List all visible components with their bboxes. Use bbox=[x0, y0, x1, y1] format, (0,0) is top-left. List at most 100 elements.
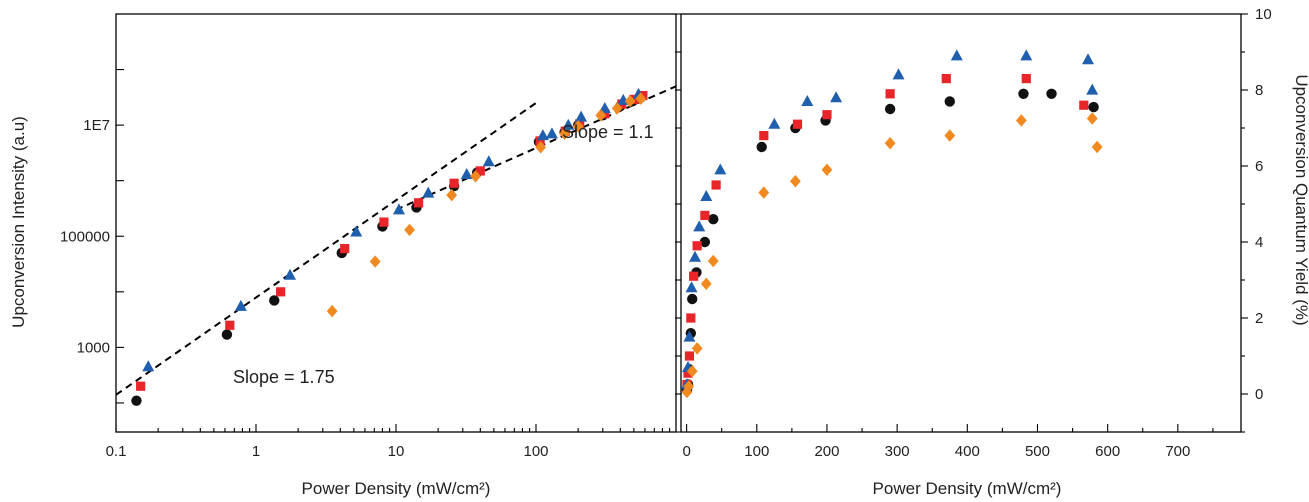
right-x-tick-label: 500 bbox=[1025, 443, 1050, 460]
right-y-tick-label: 4 bbox=[1255, 234, 1263, 251]
left-point-square bbox=[379, 217, 389, 227]
right-point-circle bbox=[756, 141, 767, 153]
right-y-tick-label: 2 bbox=[1255, 310, 1263, 327]
right-point-square bbox=[700, 210, 710, 220]
left-plot-frame bbox=[115, 13, 677, 433]
left-y-tick-label: 1E7 bbox=[83, 117, 110, 134]
left-x-tick-label: 10 bbox=[388, 443, 405, 460]
left-panel: 0.1 1 10 100 1000 100000 1E7 Slope = 1.75 Slop… bbox=[9, 13, 677, 498]
right-point-triangle bbox=[693, 220, 706, 232]
right-point-circle bbox=[944, 96, 955, 107]
right-point-diamond bbox=[686, 365, 698, 378]
right-axes: 0 100 200 300 400 500 600 700 0 2 4 6 8 10 bbox=[675, 6, 1272, 460]
right-point-square bbox=[792, 119, 803, 129]
right-data-points bbox=[680, 49, 1103, 399]
right-point-diamond bbox=[1015, 114, 1027, 127]
right-point-circle bbox=[884, 103, 896, 115]
left-point-square bbox=[340, 243, 350, 254]
right-point-square bbox=[1079, 100, 1089, 110]
right-point-square bbox=[684, 351, 695, 361]
left-x-tick-label: 0.1 bbox=[106, 443, 127, 460]
right-x-tick-label: 700 bbox=[1165, 443, 1190, 460]
right-panel: 0 100 200 300 400 500 600 700 0 2 4 6 8 10 Power Dens… bbox=[675, 6, 1309, 498]
right-point-square bbox=[1021, 74, 1031, 84]
right-y-tick-label: 8 bbox=[1255, 82, 1263, 99]
right-point-triangle bbox=[1086, 83, 1099, 95]
left-point-square bbox=[225, 320, 235, 330]
left-point-triangle bbox=[350, 225, 363, 237]
left-point-triangle bbox=[392, 203, 405, 215]
right-point-square bbox=[885, 89, 895, 99]
left-point-diamond bbox=[559, 127, 570, 140]
right-point-square bbox=[686, 313, 696, 323]
right-point-triangle bbox=[714, 163, 727, 175]
right-point-circle bbox=[708, 214, 719, 225]
right-x-tick-label: 400 bbox=[955, 443, 980, 460]
right-point-triangle bbox=[683, 330, 696, 342]
right-point-diamond bbox=[1086, 112, 1098, 125]
left-point-triangle bbox=[482, 155, 495, 167]
right-point-triangle bbox=[768, 117, 781, 129]
right-point-triangle bbox=[892, 68, 905, 80]
right-point-triangle bbox=[700, 190, 713, 201]
annotation-slope-2: Slope = 1.1 bbox=[562, 122, 654, 142]
left-y-tick-label: 1000 bbox=[77, 339, 110, 356]
fit-line-slope-1 bbox=[115, 102, 537, 396]
right-point-diamond bbox=[700, 277, 712, 290]
left-point-triangle bbox=[142, 360, 155, 372]
right-x-tick-label: 200 bbox=[814, 443, 839, 460]
right-point-square bbox=[711, 180, 721, 190]
right-point-square bbox=[683, 368, 693, 378]
right-x-axis-title: Power Density (mW/cm²) bbox=[873, 479, 1062, 498]
left-point-triangle bbox=[562, 118, 575, 130]
right-point-diamond bbox=[884, 137, 896, 150]
right-point-circle bbox=[687, 293, 698, 305]
left-point-triangle bbox=[536, 129, 549, 141]
left-x-tick-label: 1 bbox=[252, 443, 260, 460]
left-point-diamond bbox=[369, 255, 381, 268]
left-point-circle bbox=[269, 295, 280, 306]
left-point-square bbox=[475, 166, 485, 176]
right-point-circle bbox=[1088, 101, 1099, 113]
right-point-circle bbox=[1046, 88, 1057, 100]
right-point-triangle bbox=[830, 91, 843, 103]
left-y-tick-label: 100000 bbox=[60, 228, 110, 245]
right-point-triangle bbox=[801, 95, 814, 106]
right-point-square bbox=[941, 74, 951, 84]
right-point-diamond bbox=[683, 380, 695, 393]
left-point-triangle bbox=[234, 299, 247, 311]
right-point-diamond bbox=[691, 342, 703, 355]
right-point-triangle bbox=[689, 250, 702, 262]
left-point-square bbox=[413, 198, 424, 208]
left-point-diamond bbox=[446, 188, 458, 202]
left-point-diamond bbox=[635, 92, 647, 105]
right-point-diamond bbox=[758, 186, 770, 199]
left-x-axis-title: Power Density (mW/cm²) bbox=[302, 479, 491, 498]
left-point-diamond bbox=[611, 102, 623, 115]
right-point-circle bbox=[699, 236, 711, 248]
left-point-square bbox=[276, 287, 286, 297]
right-point-triangle bbox=[685, 281, 698, 293]
right-plot-frame bbox=[680, 13, 1242, 433]
left-point-circle bbox=[221, 329, 233, 340]
left-point-diamond bbox=[595, 109, 607, 122]
left-point-diamond bbox=[470, 170, 481, 183]
right-point-triangle bbox=[950, 49, 963, 61]
right-point-diamond bbox=[789, 175, 801, 188]
right-x-tick-label: 300 bbox=[885, 443, 910, 460]
right-point-square bbox=[689, 271, 699, 281]
right-x-tick-label: 100 bbox=[744, 443, 769, 460]
right-point-square bbox=[822, 110, 832, 120]
left-point-triangle bbox=[575, 110, 588, 122]
left-point-triangle bbox=[422, 186, 435, 198]
left-point-square bbox=[136, 381, 146, 391]
left-y-axis-title: Upconversion Intensity (a.u) bbox=[9, 116, 28, 328]
left-point-triangle bbox=[598, 102, 611, 114]
right-point-diamond bbox=[1091, 140, 1103, 154]
left-point-triangle bbox=[545, 127, 558, 139]
left-axes: 0.1 1 10 100 1000 100000 1E7 bbox=[60, 13, 677, 460]
left-point-square bbox=[449, 178, 459, 188]
left-point-triangle bbox=[460, 167, 473, 179]
annotation-slope-1: Slope = 1.75 bbox=[233, 367, 335, 387]
left-point-triangle bbox=[284, 268, 297, 280]
